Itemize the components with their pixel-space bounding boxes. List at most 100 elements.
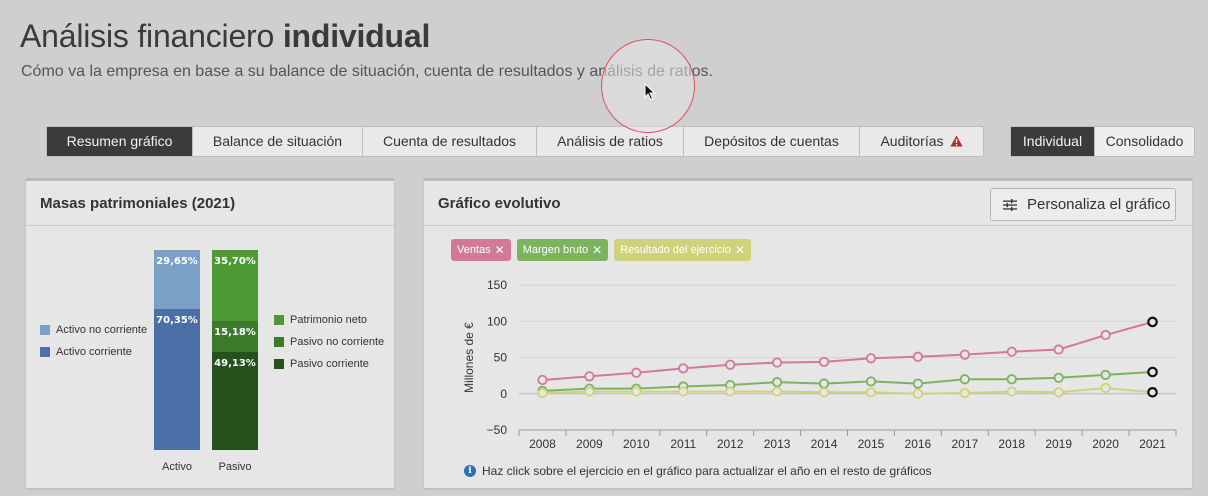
data-point[interactable] <box>772 386 783 397</box>
legend-patrimonio-neto: Patrimonio neto <box>274 314 384 326</box>
data-point[interactable] <box>1006 386 1017 397</box>
data-point[interactable] <box>725 386 736 397</box>
bar-segment-pasivo-corriente[interactable]: 49,13% <box>212 351 258 450</box>
x-tick-label: 2020 <box>1092 437 1119 451</box>
y-tick-label: 100 <box>487 314 507 328</box>
data-point[interactable] <box>912 388 923 399</box>
tab-depositos-cuentas[interactable]: Depósitos de cuentas <box>684 127 860 156</box>
data-point[interactable] <box>537 387 548 399</box>
legend-pasivo-corriente: Pasivo corriente <box>274 358 384 370</box>
data-point[interactable] <box>818 387 830 398</box>
x-tick-label: 2021 <box>1139 437 1166 451</box>
chart-info-note: i Haz click sobre el ejercicio en el grá… <box>464 464 932 478</box>
data-point[interactable] <box>959 387 970 399</box>
legend-swatch <box>274 337 284 347</box>
data-point[interactable] <box>959 374 970 385</box>
data-point[interactable] <box>537 374 548 386</box>
pasivo-stacked-bar[interactable]: 35,70% 15,18% 49,13% <box>212 250 258 450</box>
data-point[interactable] <box>1053 372 1064 383</box>
personaliza-grafico-button[interactable]: Personaliza el gráfico <box>990 188 1176 221</box>
sliders-icon <box>1003 198 1017 211</box>
tab-resumen-grafico[interactable]: Resumen gráfico <box>47 127 193 156</box>
data-point[interactable] <box>1147 366 1158 378</box>
y-axis-label: Millones de € <box>462 322 476 393</box>
data-point[interactable] <box>818 378 830 389</box>
data-point[interactable] <box>1100 369 1111 381</box>
filter-pill-label: Ventas <box>457 244 491 256</box>
tab-auditorias[interactable]: Auditorías <box>860 127 983 156</box>
personaliza-grafico-label: Personaliza el gráfico <box>1027 196 1171 213</box>
data-point[interactable] <box>865 376 877 387</box>
tab-analisis-ratios[interactable]: Análisis de ratios <box>537 127 684 156</box>
x-tick-label: 2010 <box>623 437 650 451</box>
pasivo-legend: Patrimonio neto Pasivo no corriente Pasi… <box>274 314 384 370</box>
bar-segment-activo-corriente[interactable]: 70,35% <box>154 309 200 450</box>
legend-pasivo-no-corriente: Pasivo no corriente <box>274 336 384 348</box>
data-point[interactable] <box>584 386 595 397</box>
info-icon: i <box>464 465 476 477</box>
data-point[interactable] <box>865 387 877 398</box>
evolutivo-line-chart[interactable]: 150 100 50 0 −50 2008 2009 2010 2011 2012 2013 2014… <box>424 273 1192 473</box>
tab-balance-situacion[interactable]: Balance de situación <box>193 127 363 156</box>
legend-swatch <box>274 315 284 325</box>
activo-legend: Activo no corriente Activo corriente <box>40 324 147 358</box>
data-point[interactable] <box>1006 346 1017 357</box>
x-tick-label: 2014 <box>811 437 838 451</box>
y-tick-label: 0 <box>500 387 507 401</box>
series-filter-pills: Ventas ✕ Margen bruto ✕ Resultado del ejer… <box>451 239 751 261</box>
data-point[interactable] <box>631 367 642 378</box>
data-point[interactable] <box>1147 316 1158 328</box>
series-line <box>542 371 1153 392</box>
tab-auditorias-label: Auditorías <box>880 133 944 149</box>
filter-pill-margen-bruto[interactable]: Margen bruto ✕ <box>516 239 609 261</box>
x-tick-label: 2016 <box>905 437 932 451</box>
filter-pill-resultado-ejercicio[interactable]: Resultado del ejercicio ✕ <box>614 239 751 261</box>
data-point[interactable] <box>912 378 923 389</box>
data-point[interactable] <box>678 363 689 374</box>
bar-segment-activo-no-corriente[interactable]: 29,65% <box>154 250 200 310</box>
data-point[interactable] <box>772 377 783 388</box>
tab-bar: Resumen gráfico Balance de situación Cue… <box>46 126 984 157</box>
x-tick-label: 2018 <box>998 437 1025 451</box>
x-tick-label: 2017 <box>951 437 978 451</box>
data-point[interactable] <box>865 353 877 364</box>
remove-filter-icon[interactable]: ✕ <box>494 243 505 257</box>
mode-individual-button[interactable]: Individual <box>1011 127 1095 156</box>
data-point[interactable] <box>725 359 736 370</box>
mode-consolidado-button[interactable]: Consolidado <box>1105 133 1184 149</box>
chart-info-text: Haz click sobre el ejercicio en el gráfi… <box>482 464 932 478</box>
tab-cuenta-resultados[interactable]: Cuenta de resultados <box>363 127 537 156</box>
bar-segment-pasivo-no-corriente[interactable]: 15,18% <box>212 321 258 352</box>
legend-swatch <box>40 347 50 357</box>
activo-bar-label: Activo <box>162 461 192 473</box>
data-point[interactable] <box>678 386 689 397</box>
activo-stacked-bar[interactable]: 29,65% 70,35% <box>154 250 200 450</box>
data-point[interactable] <box>1053 344 1064 355</box>
bar-segment-patrimonio-neto[interactable]: 35,70% <box>212 250 258 322</box>
data-point[interactable] <box>772 357 783 368</box>
series-line <box>542 321 1153 381</box>
data-point[interactable] <box>818 356 830 367</box>
remove-filter-icon[interactable]: ✕ <box>592 243 603 257</box>
grafico-evolutivo-card: Gráfico evolutivo Personaliza el gráfico… <box>424 178 1192 488</box>
data-point[interactable] <box>1100 382 1111 394</box>
data-point[interactable] <box>959 349 970 360</box>
legend-label: Activo no corriente <box>56 324 148 336</box>
filter-pill-ventas[interactable]: Ventas ✕ <box>451 239 511 261</box>
legend-label: Pasivo corriente <box>290 358 369 370</box>
data-point[interactable] <box>631 386 642 397</box>
series-line <box>542 386 1153 395</box>
remove-filter-icon[interactable]: ✕ <box>734 243 745 257</box>
cursor-highlight <box>601 39 695 133</box>
legend-activo-no-corriente: Activo no corriente <box>40 324 147 336</box>
pasivo-bar-label: Pasivo <box>218 461 252 473</box>
mouse-pointer-icon <box>644 83 656 101</box>
data-point[interactable] <box>1100 329 1111 341</box>
data-point[interactable] <box>912 351 923 362</box>
data-point[interactable] <box>1006 374 1017 385</box>
data-point[interactable] <box>584 371 595 382</box>
filter-pill-label: Resultado del ejercicio <box>620 244 731 256</box>
data-point[interactable] <box>1053 387 1064 398</box>
data-point[interactable] <box>1147 387 1158 398</box>
legend-label: Pasivo no corriente <box>290 336 385 348</box>
